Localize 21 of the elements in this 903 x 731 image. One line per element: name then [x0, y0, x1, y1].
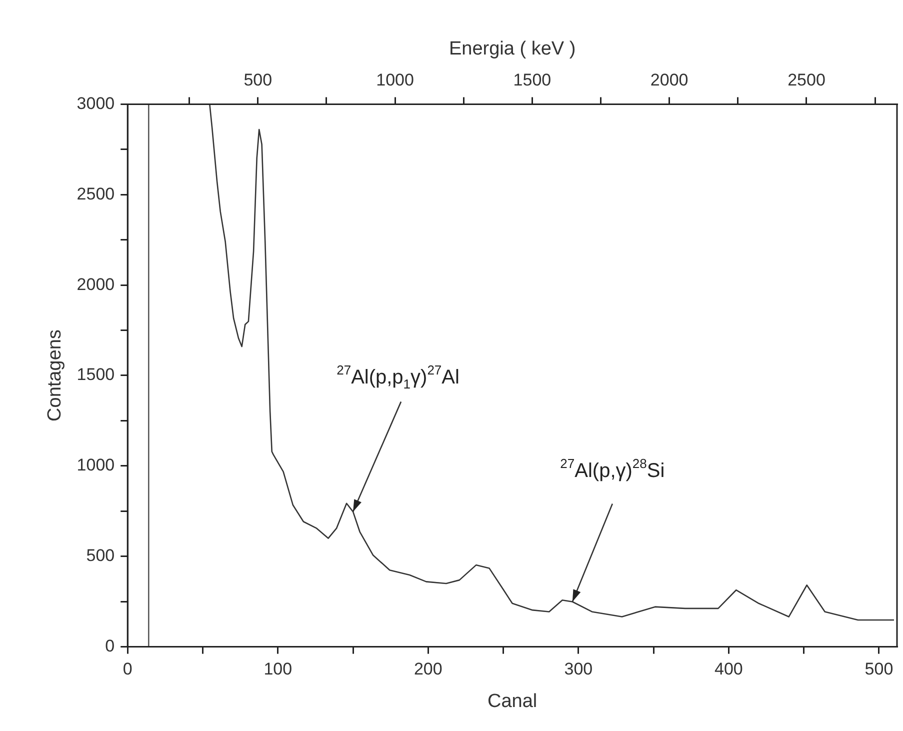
y-axis-title: Contagens	[44, 330, 66, 422]
x2-tick-label: 2500	[788, 70, 826, 90]
x2-tick-label: 2000	[650, 70, 688, 90]
x2-tick-label: 500	[244, 70, 272, 90]
y-tick-label: 0	[105, 636, 115, 656]
x-tick-label: 400	[714, 660, 743, 679]
x-tick-label: 0	[122, 660, 132, 679]
x2-tick-label: 1000	[376, 70, 414, 90]
x-tick-label: 300	[564, 660, 593, 679]
y-tick-label: 500	[86, 546, 115, 566]
x2-axis-title: Energia ( keV )	[448, 38, 576, 60]
y-tick-label: 3000	[76, 94, 115, 113]
y-tick-label: 1000	[76, 456, 115, 475]
x-tick-label: 200	[414, 660, 442, 679]
y-tick-label: 2500	[76, 184, 115, 204]
y-tick-label: 1500	[76, 365, 115, 384]
y-tick-label: 2000	[76, 274, 115, 294]
x2-tick-label: 1500	[513, 70, 552, 90]
x-axis-title: Canal	[487, 690, 538, 712]
x-tick-label: 100	[264, 660, 292, 679]
x-tick-label: 500	[864, 660, 894, 679]
